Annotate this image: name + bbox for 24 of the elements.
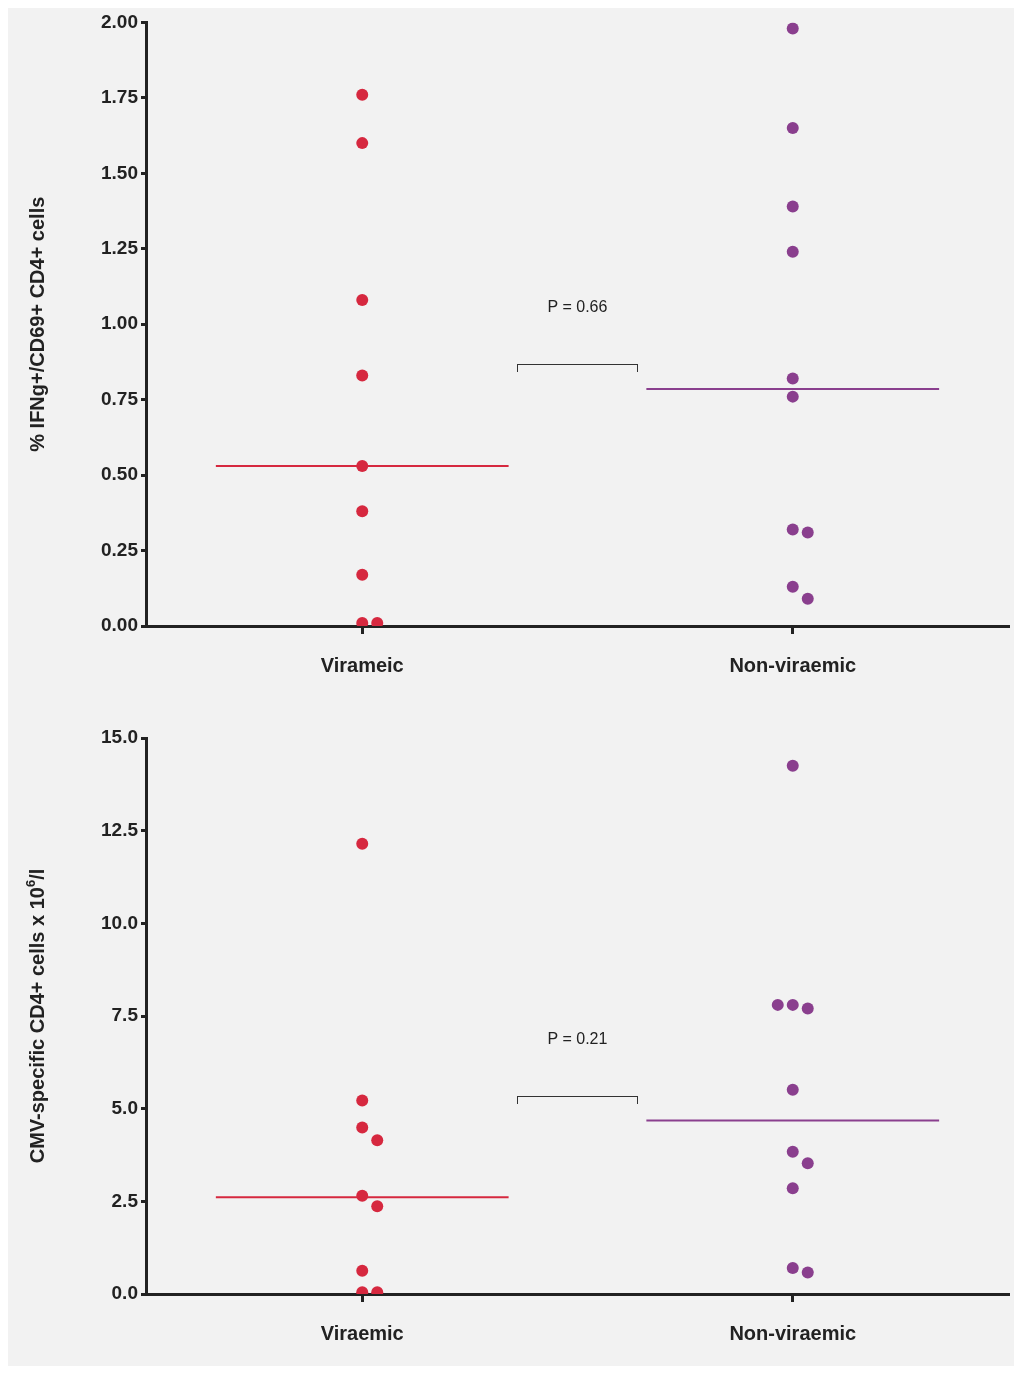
y-tick-label: 2.00 bbox=[101, 10, 138, 32]
y-tick-label: 1.00 bbox=[101, 312, 138, 334]
y-axis-title: CMV-specific CD4+ cells x 106/l bbox=[22, 868, 48, 1164]
y-tick-label: 12.5 bbox=[101, 818, 139, 840]
y-tick-label: 0.25 bbox=[101, 538, 139, 560]
y-tick-label: 7.5 bbox=[111, 1004, 139, 1026]
x-tick-label: Non-viraemic bbox=[729, 653, 857, 676]
y-tick-label: 15.0 bbox=[101, 726, 138, 748]
y-tick-label: 5.0 bbox=[111, 1096, 138, 1118]
x-tick-label: Viraemic bbox=[320, 1321, 404, 1344]
y-tick-label: 0.75 bbox=[101, 387, 139, 409]
y-tick-label: 2.5 bbox=[111, 1189, 139, 1211]
y-tick-label: 1.50 bbox=[101, 161, 138, 183]
y-axis-title: % IFNg+/CD69+ CD4+ cells bbox=[25, 196, 48, 452]
y-tick-label: 1.75 bbox=[101, 86, 139, 108]
y-tick-label: 10.0 bbox=[101, 911, 138, 933]
annotation: P = 0.21 bbox=[547, 1029, 608, 1047]
x-tick-label: Virameic bbox=[320, 653, 404, 676]
y-tick-label: 0.0 bbox=[111, 1282, 138, 1304]
x-tick-label: Non-viraemic bbox=[729, 1321, 857, 1344]
y-tick-label: 0.00 bbox=[101, 614, 138, 636]
y-tick-label: 0.50 bbox=[101, 463, 138, 485]
annotation: P = 0.66 bbox=[547, 298, 608, 316]
y-tick-label: 1.25 bbox=[101, 236, 139, 258]
